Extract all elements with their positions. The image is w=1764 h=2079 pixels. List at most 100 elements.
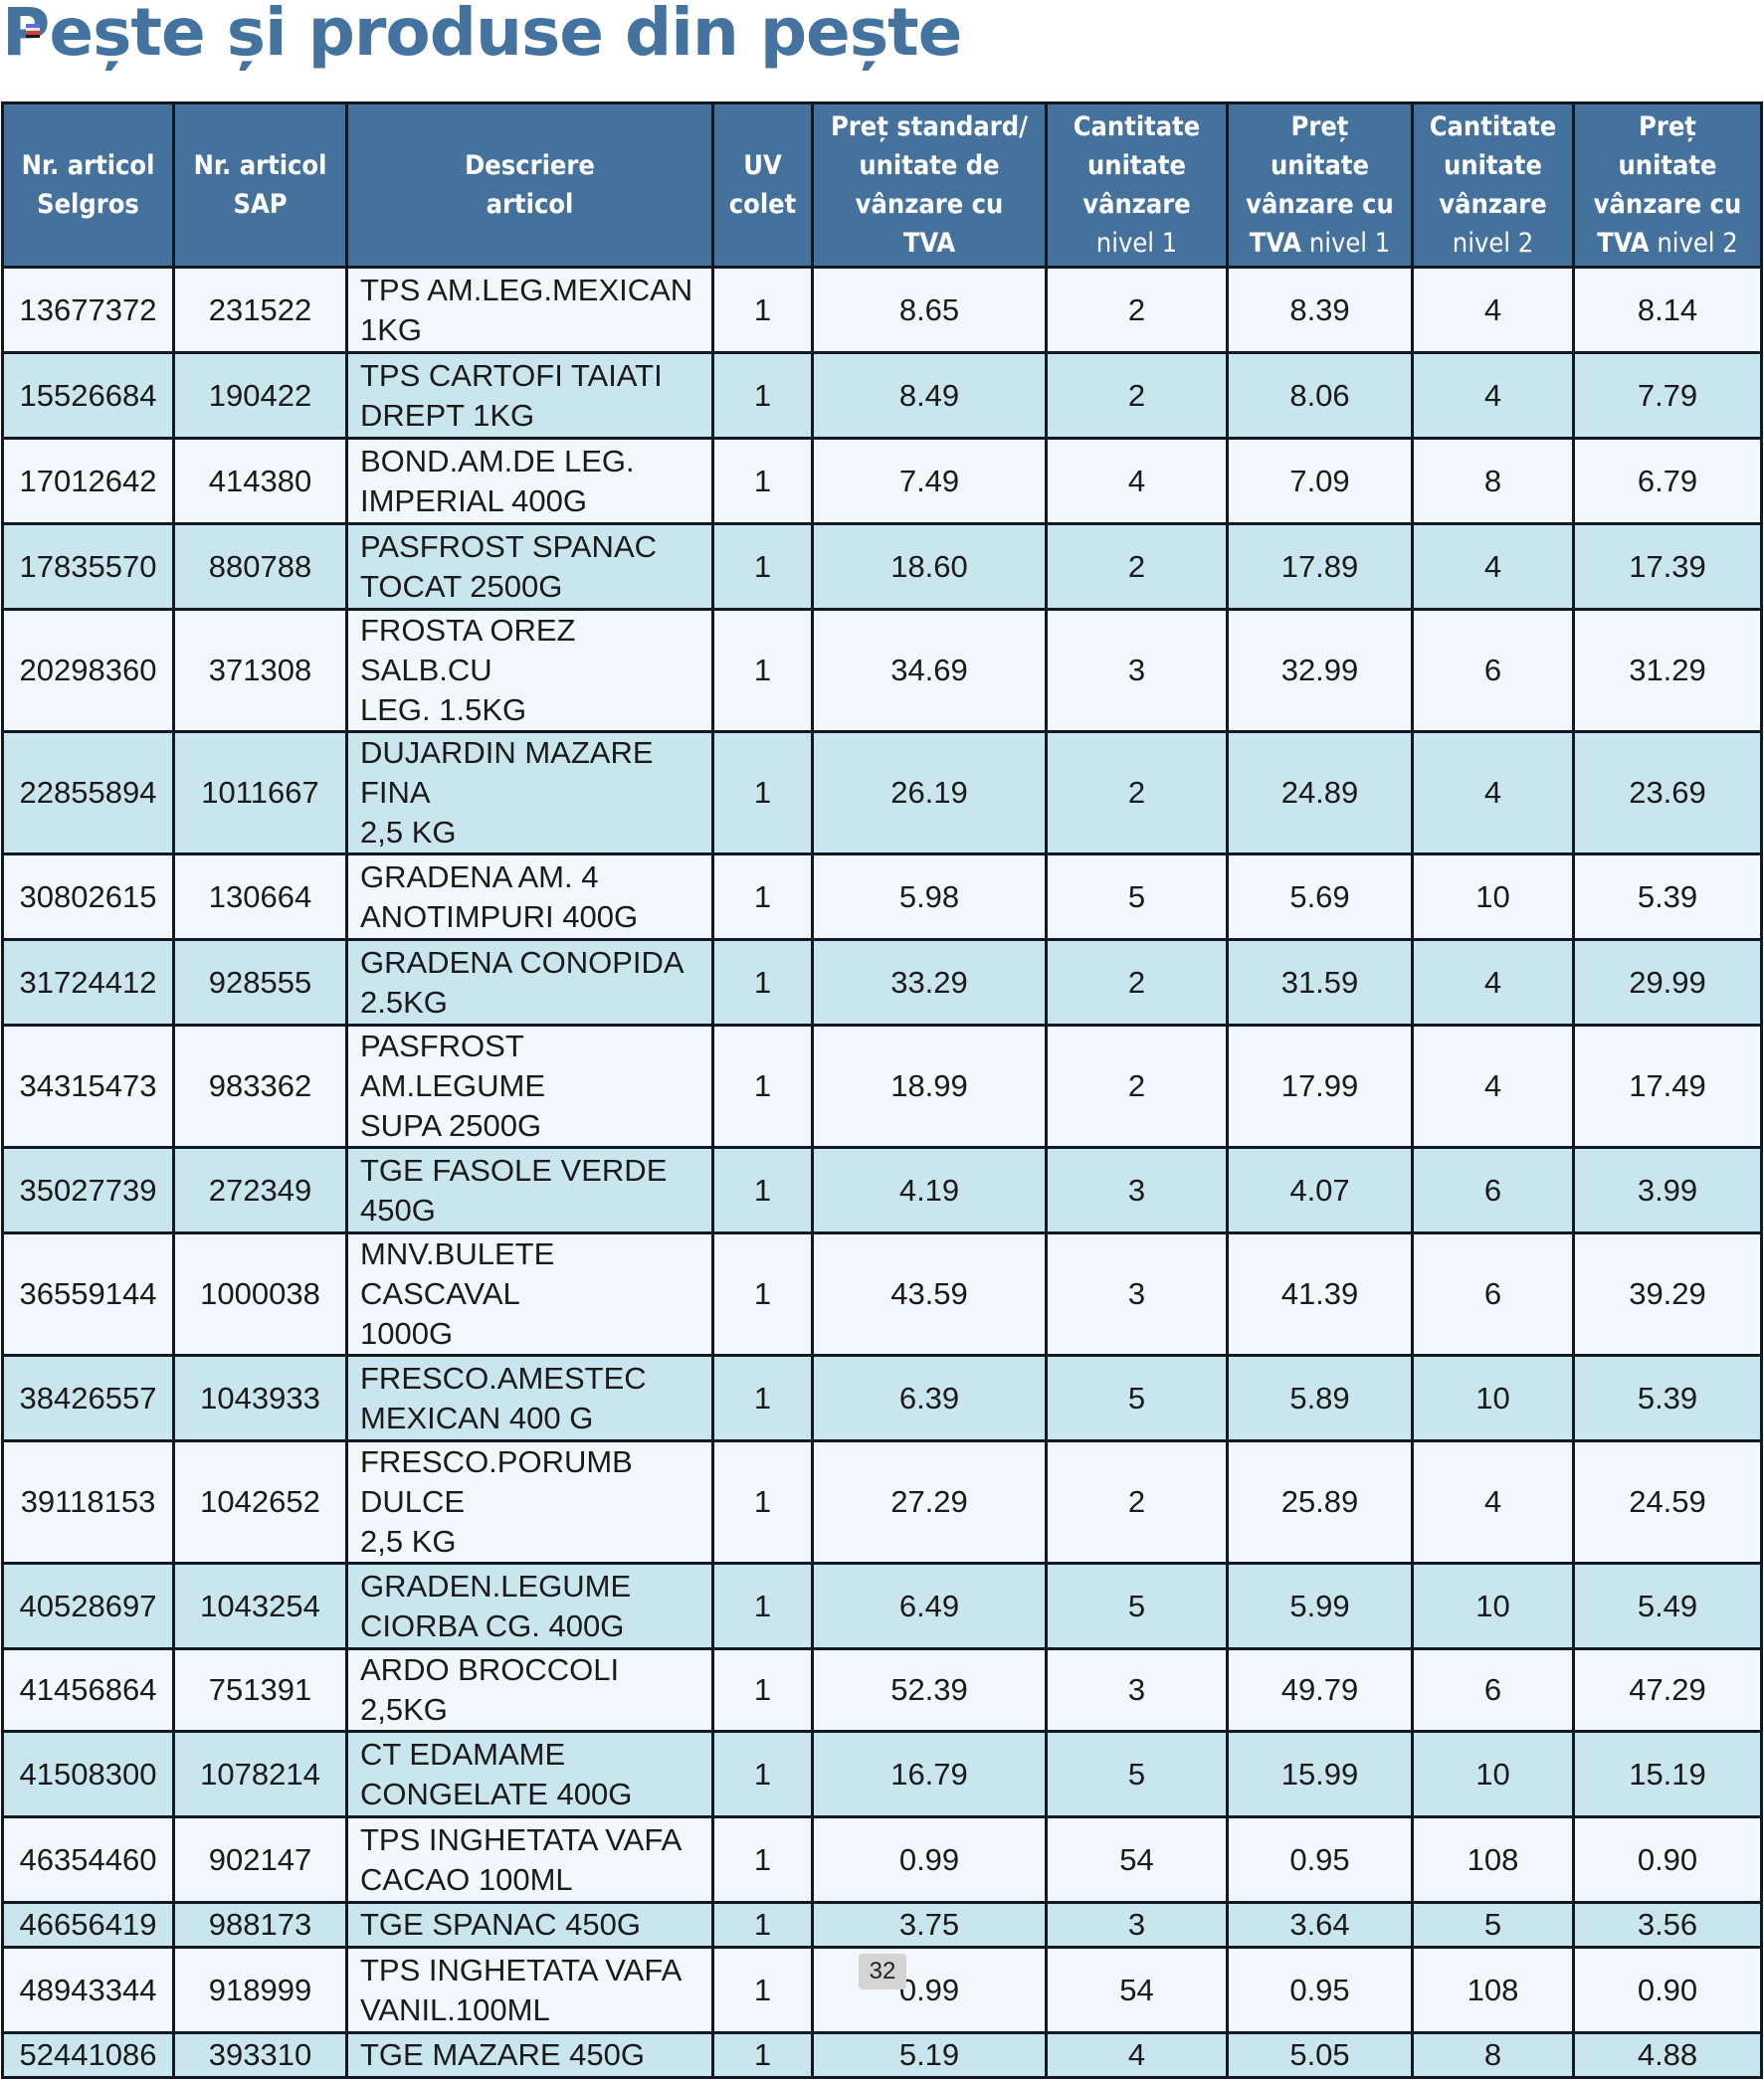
cell-qty-level1: 3: [1045, 1901, 1229, 1949]
cell-qty-level1: 5: [1045, 852, 1229, 941]
table-row: 38426557 1043933 FRESCO.AMESTEC MEXICAN 400…: [1, 1354, 1763, 1442]
cell-description: TGE FASOLE VERDE 450G: [345, 1146, 714, 1234]
cell-description: ARDO BROCCOLI 2,5KG: [345, 1647, 714, 1733]
cell-selgros-number: 34315473: [1, 1024, 175, 1149]
cell-sap-number: 1043933: [172, 1354, 348, 1442]
col-header-qty1: Cantitate unitate vânzare nivel 1: [1045, 101, 1229, 269]
cell-qty-level1: 2: [1045, 938, 1229, 1027]
cell-description: TGE SPANAC 450G: [345, 1901, 714, 1949]
cell-price-level2: 15.19: [1572, 1730, 1763, 1818]
cell-selgros-number: 35027739: [1, 1146, 175, 1234]
cell-standard-price: 5.19: [811, 2031, 1048, 2079]
cell-price-level2: 4.88: [1572, 2031, 1763, 2079]
table-header-row: Nr. articol Selgros Nr. articol SAP Descri…: [1, 101, 1763, 269]
cell-qty-level1: 3: [1045, 1146, 1229, 1234]
cell-description: TPS CARTOFI TAIATI DREPT 1KG: [345, 351, 714, 440]
cell-uv-colet: 1: [711, 2031, 814, 2079]
cell-qty-level2: 4: [1411, 938, 1575, 1027]
table-row: 30802615 130664 GRADENA AM. 4 ANOTIMPURI 40…: [1, 852, 1763, 941]
cell-standard-price: 6.39: [811, 1354, 1048, 1442]
cell-price-level2: 0.90: [1572, 1815, 1763, 1904]
cell-price-level2: 3.99: [1572, 1146, 1763, 1234]
cell-description: GRADENA CONOPIDA 2.5KG: [345, 938, 714, 1027]
cell-sap-number: 1000038: [172, 1231, 348, 1357]
cell-price-level1: 24.89: [1226, 730, 1414, 855]
col-header-uv: UV colet: [711, 101, 814, 269]
cell-price-level1: 0.95: [1226, 1946, 1414, 2034]
cell-uv-colet: 1: [711, 1901, 814, 1949]
cell-description: GRADENA AM. 4 ANOTIMPURI 400G: [345, 852, 714, 941]
cell-qty-level2: 10: [1411, 1730, 1575, 1818]
cell-qty-level1: 2: [1045, 1024, 1229, 1149]
table-row: 31724412 928555 GRADENA CONOPIDA 2.5KG 1 33.2…: [1, 938, 1763, 1027]
cell-uv-colet: 1: [711, 608, 814, 733]
cell-sap-number: 751391: [172, 1647, 348, 1733]
cell-standard-price: 34.69: [811, 608, 1048, 733]
cell-price-level1: 4.07: [1226, 1146, 1414, 1234]
table-row: 40528697 1043254 GRADEN.LEGUME CIORBA CG. 4…: [1, 1562, 1763, 1650]
cell-qty-level1: 5: [1045, 1562, 1229, 1650]
cell-price-level1: 32.99: [1226, 608, 1414, 733]
cell-qty-level1: 2: [1045, 730, 1229, 855]
cell-selgros-number: 48943344: [1, 1946, 175, 2034]
cell-price-level2: 39.29: [1572, 1231, 1763, 1357]
cell-price-level2: 5.39: [1572, 1354, 1763, 1442]
cell-sap-number: 130664: [172, 852, 348, 941]
cell-sap-number: 414380: [172, 437, 348, 525]
cell-qty-level1: 54: [1045, 1946, 1229, 2034]
cell-sap-number: 880788: [172, 522, 348, 611]
cell-uv-colet: 1: [711, 266, 814, 354]
cell-standard-price: 33.29: [811, 938, 1048, 1027]
cell-sap-number: 983362: [172, 1024, 348, 1149]
cell-uv-colet: 1: [711, 1562, 814, 1650]
cell-qty-level2: 108: [1411, 1815, 1575, 1904]
cell-uv-colet: 1: [711, 730, 814, 855]
cell-price-level2: 47.29: [1572, 1647, 1763, 1733]
cell-price-level1: 5.89: [1226, 1354, 1414, 1442]
cell-description: TGE MAZARE 450G: [345, 2031, 714, 2079]
cell-sap-number: 1078214: [172, 1730, 348, 1818]
page-number-badge: 32: [859, 1954, 906, 1989]
cell-uv-colet: 1: [711, 1730, 814, 1818]
table-row: 13677372 231522 TPS AM.LEG.MEXICAN 1KG 1 8.65…: [1, 266, 1763, 354]
cell-qty-level1: 5: [1045, 1354, 1229, 1442]
table-row: 17835570 880788 PASFROST SPANAC TOCAT 2500G…: [1, 522, 1763, 611]
cell-uv-colet: 1: [711, 522, 814, 611]
cell-qty-level1: 4: [1045, 2031, 1229, 2079]
col-header-price1: Preț unitate vânzare cu TVA nivel 1: [1226, 101, 1414, 269]
cell-standard-price: 4.19: [811, 1146, 1048, 1234]
price-table: Nr. articol Selgros Nr. articol SAP Descri…: [1, 101, 1763, 2079]
cell-standard-price: 7.49: [811, 437, 1048, 525]
table-row: 35027739 272349 TGE FASOLE VERDE 450G 1 4.19 3…: [1, 1146, 1763, 1234]
cell-description: FRESCO.AMESTEC MEXICAN 400 G: [345, 1354, 714, 1442]
cell-qty-level2: 108: [1411, 1946, 1575, 2034]
cell-uv-colet: 1: [711, 351, 814, 440]
cell-price-level1: 25.89: [1226, 1439, 1414, 1565]
cell-selgros-number: 39118153: [1, 1439, 175, 1565]
cell-standard-price: 3.75: [811, 1901, 1048, 1949]
cell-price-level2: 31.29: [1572, 608, 1763, 733]
cell-selgros-number: 52441086: [1, 2031, 175, 2079]
cell-description: BOND.AM.DE LEG. IMPERIAL 400G: [345, 437, 714, 525]
table-row: 34315473 983362 PASFROST AM.LEGUME SUPA 250…: [1, 1024, 1763, 1149]
cell-qty-level2: 4: [1411, 1439, 1575, 1565]
cell-price-level1: 31.59: [1226, 938, 1414, 1027]
cell-qty-level2: 8: [1411, 437, 1575, 525]
cell-description: FRESCO.PORUMB DULCE 2,5 KG: [345, 1439, 714, 1565]
cell-description: PASFROST SPANAC TOCAT 2500G: [345, 522, 714, 611]
cell-qty-level2: 4: [1411, 351, 1575, 440]
cell-price-level2: 3.56: [1572, 1901, 1763, 1949]
cell-selgros-number: 17835570: [1, 522, 175, 611]
cell-sap-number: 1043254: [172, 1562, 348, 1650]
cell-price-level2: 17.49: [1572, 1024, 1763, 1149]
cell-sap-number: 918999: [172, 1946, 348, 2034]
cell-sap-number: 902147: [172, 1815, 348, 1904]
cell-uv-colet: 1: [711, 1354, 814, 1442]
col-header-selgros: Nr. articol Selgros: [1, 101, 175, 269]
cell-standard-price: 18.99: [811, 1024, 1048, 1149]
cell-standard-price: 52.39: [811, 1647, 1048, 1733]
cell-price-level1: 17.99: [1226, 1024, 1414, 1149]
cell-qty-level1: 3: [1045, 1231, 1229, 1357]
cell-selgros-number: 17012642: [1, 437, 175, 525]
cell-price-level2: 24.59: [1572, 1439, 1763, 1565]
